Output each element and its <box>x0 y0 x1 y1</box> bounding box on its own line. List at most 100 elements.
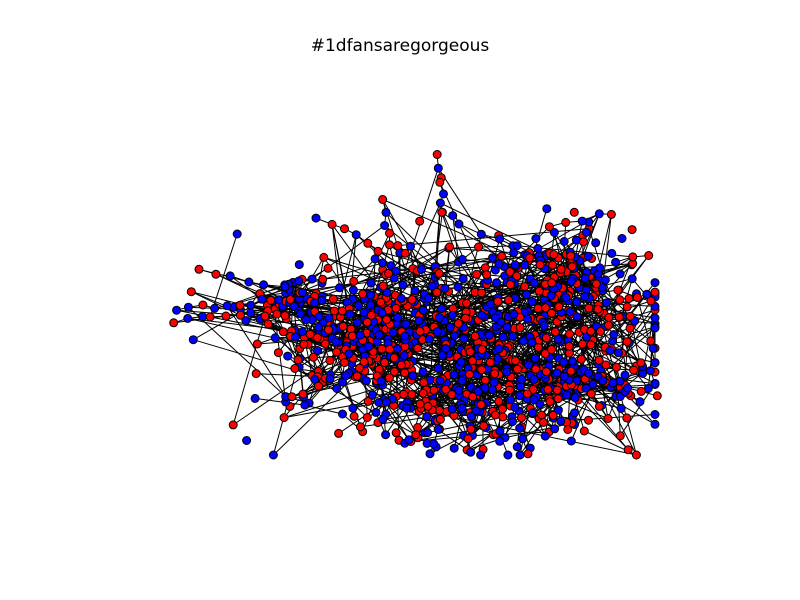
graph-node <box>413 423 423 432</box>
graph-node <box>498 404 507 414</box>
graph-node <box>453 282 463 292</box>
graph-node <box>495 436 505 446</box>
graph-node <box>366 310 376 320</box>
graph-node <box>615 295 625 305</box>
graph-node <box>650 278 660 288</box>
graph-node <box>515 391 525 401</box>
graph-node <box>463 434 473 444</box>
graph-node <box>280 311 290 321</box>
graph-edge <box>352 384 383 409</box>
graph-node <box>613 348 623 358</box>
graph-node <box>445 242 455 252</box>
graph-node <box>361 376 371 386</box>
graph-node <box>232 229 242 239</box>
graph-edge <box>608 324 656 349</box>
graph-node <box>553 334 563 344</box>
graph-node <box>319 252 329 262</box>
graph-node <box>584 368 594 378</box>
graph-node <box>534 286 544 296</box>
graph-node <box>490 369 500 379</box>
graph-node <box>435 414 445 424</box>
graph-node <box>441 384 451 394</box>
graph-node <box>242 436 252 445</box>
graph-node <box>527 297 537 307</box>
graph-node <box>512 241 522 251</box>
graph-node <box>374 398 384 407</box>
graph-node <box>280 282 290 292</box>
graph-node <box>553 405 563 415</box>
graph-node <box>595 263 605 273</box>
graph-node <box>301 315 311 325</box>
graph-node <box>308 352 318 362</box>
graph-node <box>617 234 627 243</box>
graph-node <box>623 383 633 393</box>
graph-node <box>389 353 399 363</box>
graph-node <box>448 211 458 221</box>
graph-node <box>381 207 391 217</box>
graph-node <box>468 392 478 402</box>
graph-node <box>349 411 359 421</box>
graph-node <box>541 367 551 377</box>
graph-node <box>584 303 594 313</box>
graph-node <box>377 308 387 318</box>
graph-edge <box>453 411 464 449</box>
graph-node <box>644 251 654 260</box>
graph-node <box>622 302 632 312</box>
graph-node <box>607 248 617 258</box>
graph-node <box>627 225 637 235</box>
graph-node <box>518 434 528 444</box>
graph-node <box>518 336 528 346</box>
graph-node <box>364 342 374 351</box>
graph-node <box>547 345 556 354</box>
graph-node <box>435 177 445 187</box>
graph-node <box>427 281 437 291</box>
graph-node <box>594 355 604 365</box>
graph-node <box>363 238 373 248</box>
graph-node <box>523 360 533 370</box>
graph-node <box>650 419 660 429</box>
node-layer <box>169 150 662 460</box>
graph-node <box>454 319 463 328</box>
graph-node <box>447 404 457 414</box>
graph-node <box>550 327 560 337</box>
graph-node <box>522 389 532 399</box>
graph-node <box>552 385 562 395</box>
graph-node <box>650 410 660 419</box>
graph-node <box>228 420 238 430</box>
graph-node <box>646 336 656 346</box>
graph-node <box>425 449 435 459</box>
graph-edge <box>226 305 287 397</box>
graph-node <box>646 296 656 306</box>
graph-node <box>402 403 412 413</box>
graph-node <box>504 295 514 305</box>
graph-node <box>435 376 445 386</box>
graph-node <box>523 449 533 459</box>
graph-node <box>344 349 354 359</box>
graph-node <box>525 253 535 263</box>
graph-node <box>424 334 434 344</box>
graph-node <box>241 316 251 326</box>
graph-node <box>507 417 517 427</box>
graph-node <box>188 335 198 345</box>
graph-node <box>588 379 598 389</box>
graph-node <box>527 408 537 418</box>
graph-node <box>577 216 587 226</box>
graph-node <box>572 312 582 322</box>
graph-node <box>433 425 443 434</box>
graph-node <box>480 383 490 393</box>
graph-node <box>586 340 596 350</box>
graph-node <box>311 213 321 223</box>
graph-node <box>549 250 559 259</box>
graph-node <box>488 385 497 395</box>
graph-node <box>332 347 342 357</box>
graph-node <box>414 316 424 326</box>
graph-node <box>222 301 232 311</box>
graph-edge <box>256 373 318 378</box>
graph-node <box>612 362 621 372</box>
graph-node <box>385 228 394 238</box>
graph-node <box>566 251 576 261</box>
graph-node <box>323 263 333 273</box>
graph-node <box>498 412 508 422</box>
graph-node <box>331 337 341 347</box>
